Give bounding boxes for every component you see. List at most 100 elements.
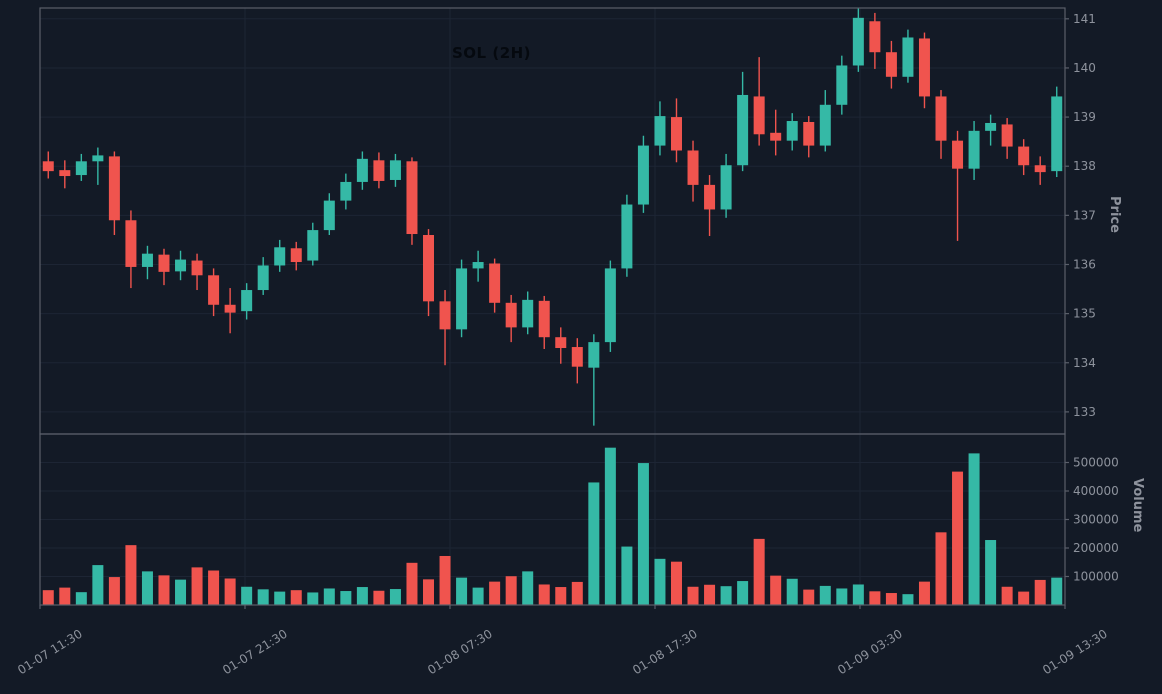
price-tick-label: 134 xyxy=(1073,356,1096,370)
candle-body xyxy=(340,181,352,201)
candle-body xyxy=(918,38,930,97)
volume-bar xyxy=(918,581,930,605)
volume-bar xyxy=(604,447,616,605)
candle-body xyxy=(687,150,699,185)
volume-bar xyxy=(704,584,716,605)
volume-bar xyxy=(257,589,269,605)
candle-body xyxy=(968,130,980,169)
candle-body xyxy=(472,262,484,269)
volume-axis-label: Volume xyxy=(1130,478,1145,533)
candle-body xyxy=(274,247,286,266)
candle-body xyxy=(753,96,765,135)
volume-bar xyxy=(323,588,335,605)
volume-tick-label: 100000 xyxy=(1073,570,1119,584)
volume-bar xyxy=(208,570,220,605)
volume-bar xyxy=(472,587,484,605)
candle-body xyxy=(42,161,54,172)
volume-bar xyxy=(852,584,864,605)
candle-body xyxy=(952,140,964,169)
volume-bar xyxy=(1018,591,1030,605)
candle-body xyxy=(1018,146,1030,166)
volume-bar xyxy=(1001,586,1013,605)
volume-bar xyxy=(571,581,583,605)
volume-bar xyxy=(1051,577,1063,605)
volume-bar xyxy=(439,555,451,605)
candle-body xyxy=(704,184,716,210)
volume-bar xyxy=(803,589,815,605)
volume-bar xyxy=(356,587,368,605)
volume-bar xyxy=(158,575,170,605)
volume-bar xyxy=(670,561,682,605)
candle-body xyxy=(786,121,798,141)
volume-bar xyxy=(175,579,187,605)
candle-body xyxy=(307,230,319,261)
price-tick-label: 140 xyxy=(1073,61,1096,75)
candle-body xyxy=(604,268,616,343)
volume-bar xyxy=(456,577,468,605)
volume-bar xyxy=(489,581,501,605)
candle-body xyxy=(737,94,749,166)
volume-bar xyxy=(952,471,964,605)
candle-body xyxy=(588,342,600,368)
x-tick-label: 01-07 21:30 xyxy=(220,627,290,678)
volume-bar xyxy=(191,567,203,605)
candle-body xyxy=(191,260,203,276)
candle-body xyxy=(770,132,782,141)
candle-body xyxy=(290,248,302,263)
candle-body xyxy=(489,263,501,303)
price-axis-label: Price xyxy=(1107,196,1122,233)
volume-bar xyxy=(274,591,286,605)
candle-body xyxy=(621,204,633,269)
candle-body xyxy=(456,268,468,330)
volume-bar xyxy=(290,590,302,605)
volume-bar xyxy=(406,562,418,605)
volume-bar xyxy=(505,576,517,605)
candle-body xyxy=(257,265,269,291)
price-tick-label: 136 xyxy=(1073,257,1096,271)
candle-body xyxy=(423,235,435,302)
volume-bar xyxy=(241,586,253,605)
volume-bar xyxy=(588,482,600,605)
volume-bar xyxy=(786,578,798,605)
volume-bar xyxy=(885,593,897,605)
price-tick-label: 141 xyxy=(1073,12,1096,26)
candle-body xyxy=(819,104,831,146)
x-tick-label: 01-07 11:30 xyxy=(15,627,85,678)
candle-body xyxy=(637,145,649,205)
volume-bar xyxy=(373,590,385,605)
candle-body xyxy=(869,21,881,53)
candle-body xyxy=(670,117,682,151)
candle-body xyxy=(59,170,71,177)
volume-bar xyxy=(687,586,699,605)
candle-body xyxy=(241,290,253,312)
candle-body xyxy=(141,253,153,267)
candle-body xyxy=(158,254,170,272)
candle-body xyxy=(555,337,567,349)
volume-bar xyxy=(340,591,352,605)
volume-bar xyxy=(108,577,120,605)
volume-bar xyxy=(819,585,831,605)
candle-body xyxy=(323,200,335,231)
candle-body xyxy=(92,155,104,162)
volume-bar xyxy=(555,587,567,605)
candle-body xyxy=(985,122,997,131)
volume-bar xyxy=(968,453,980,605)
volume-bar xyxy=(753,538,765,605)
volume-bar xyxy=(637,463,649,605)
volume-bar xyxy=(737,581,749,605)
volume-bar xyxy=(59,587,71,605)
candle-body xyxy=(175,259,187,272)
candle-body xyxy=(852,17,864,66)
price-tick-label: 138 xyxy=(1073,159,1096,173)
candle-body xyxy=(406,161,418,235)
x-tick-label: 01-09 13:30 xyxy=(1040,627,1110,678)
candle-body xyxy=(505,302,517,328)
volume-bar xyxy=(125,545,137,605)
candle-body xyxy=(538,300,550,338)
price-tick-label: 137 xyxy=(1073,208,1096,222)
candle-body xyxy=(389,160,401,180)
candle-body xyxy=(522,299,534,328)
volume-bar xyxy=(307,592,319,605)
volume-bar xyxy=(720,586,732,605)
